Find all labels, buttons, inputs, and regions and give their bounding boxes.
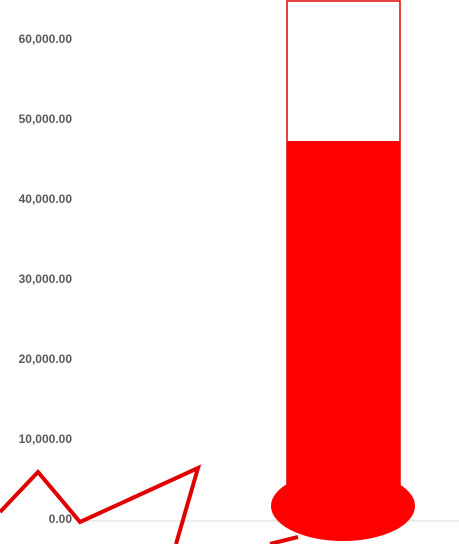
y-tick-label: 50,000.00 <box>19 112 73 126</box>
y-tick-label: 20,000.00 <box>19 352 73 366</box>
red-zigzag-arrow-icon <box>0 464 202 544</box>
y-tick-label: 40,000.00 <box>19 192 73 206</box>
thermometer <box>271 0 415 541</box>
y-tick-label: 0.00 <box>49 512 73 526</box>
y-axis: 0.00 10,000.00 20,000.00 30,000.00 40,000.00… <box>19 32 73 526</box>
y-tick-label: 60,000.00 <box>19 32 73 46</box>
thermometer-bulb <box>271 471 415 541</box>
red-arrow-tip-icon <box>269 535 299 544</box>
y-tick-label: 30,000.00 <box>19 272 73 286</box>
thermometer-fill-bar <box>287 141 400 521</box>
y-tick-label: 10,000.00 <box>19 432 73 446</box>
